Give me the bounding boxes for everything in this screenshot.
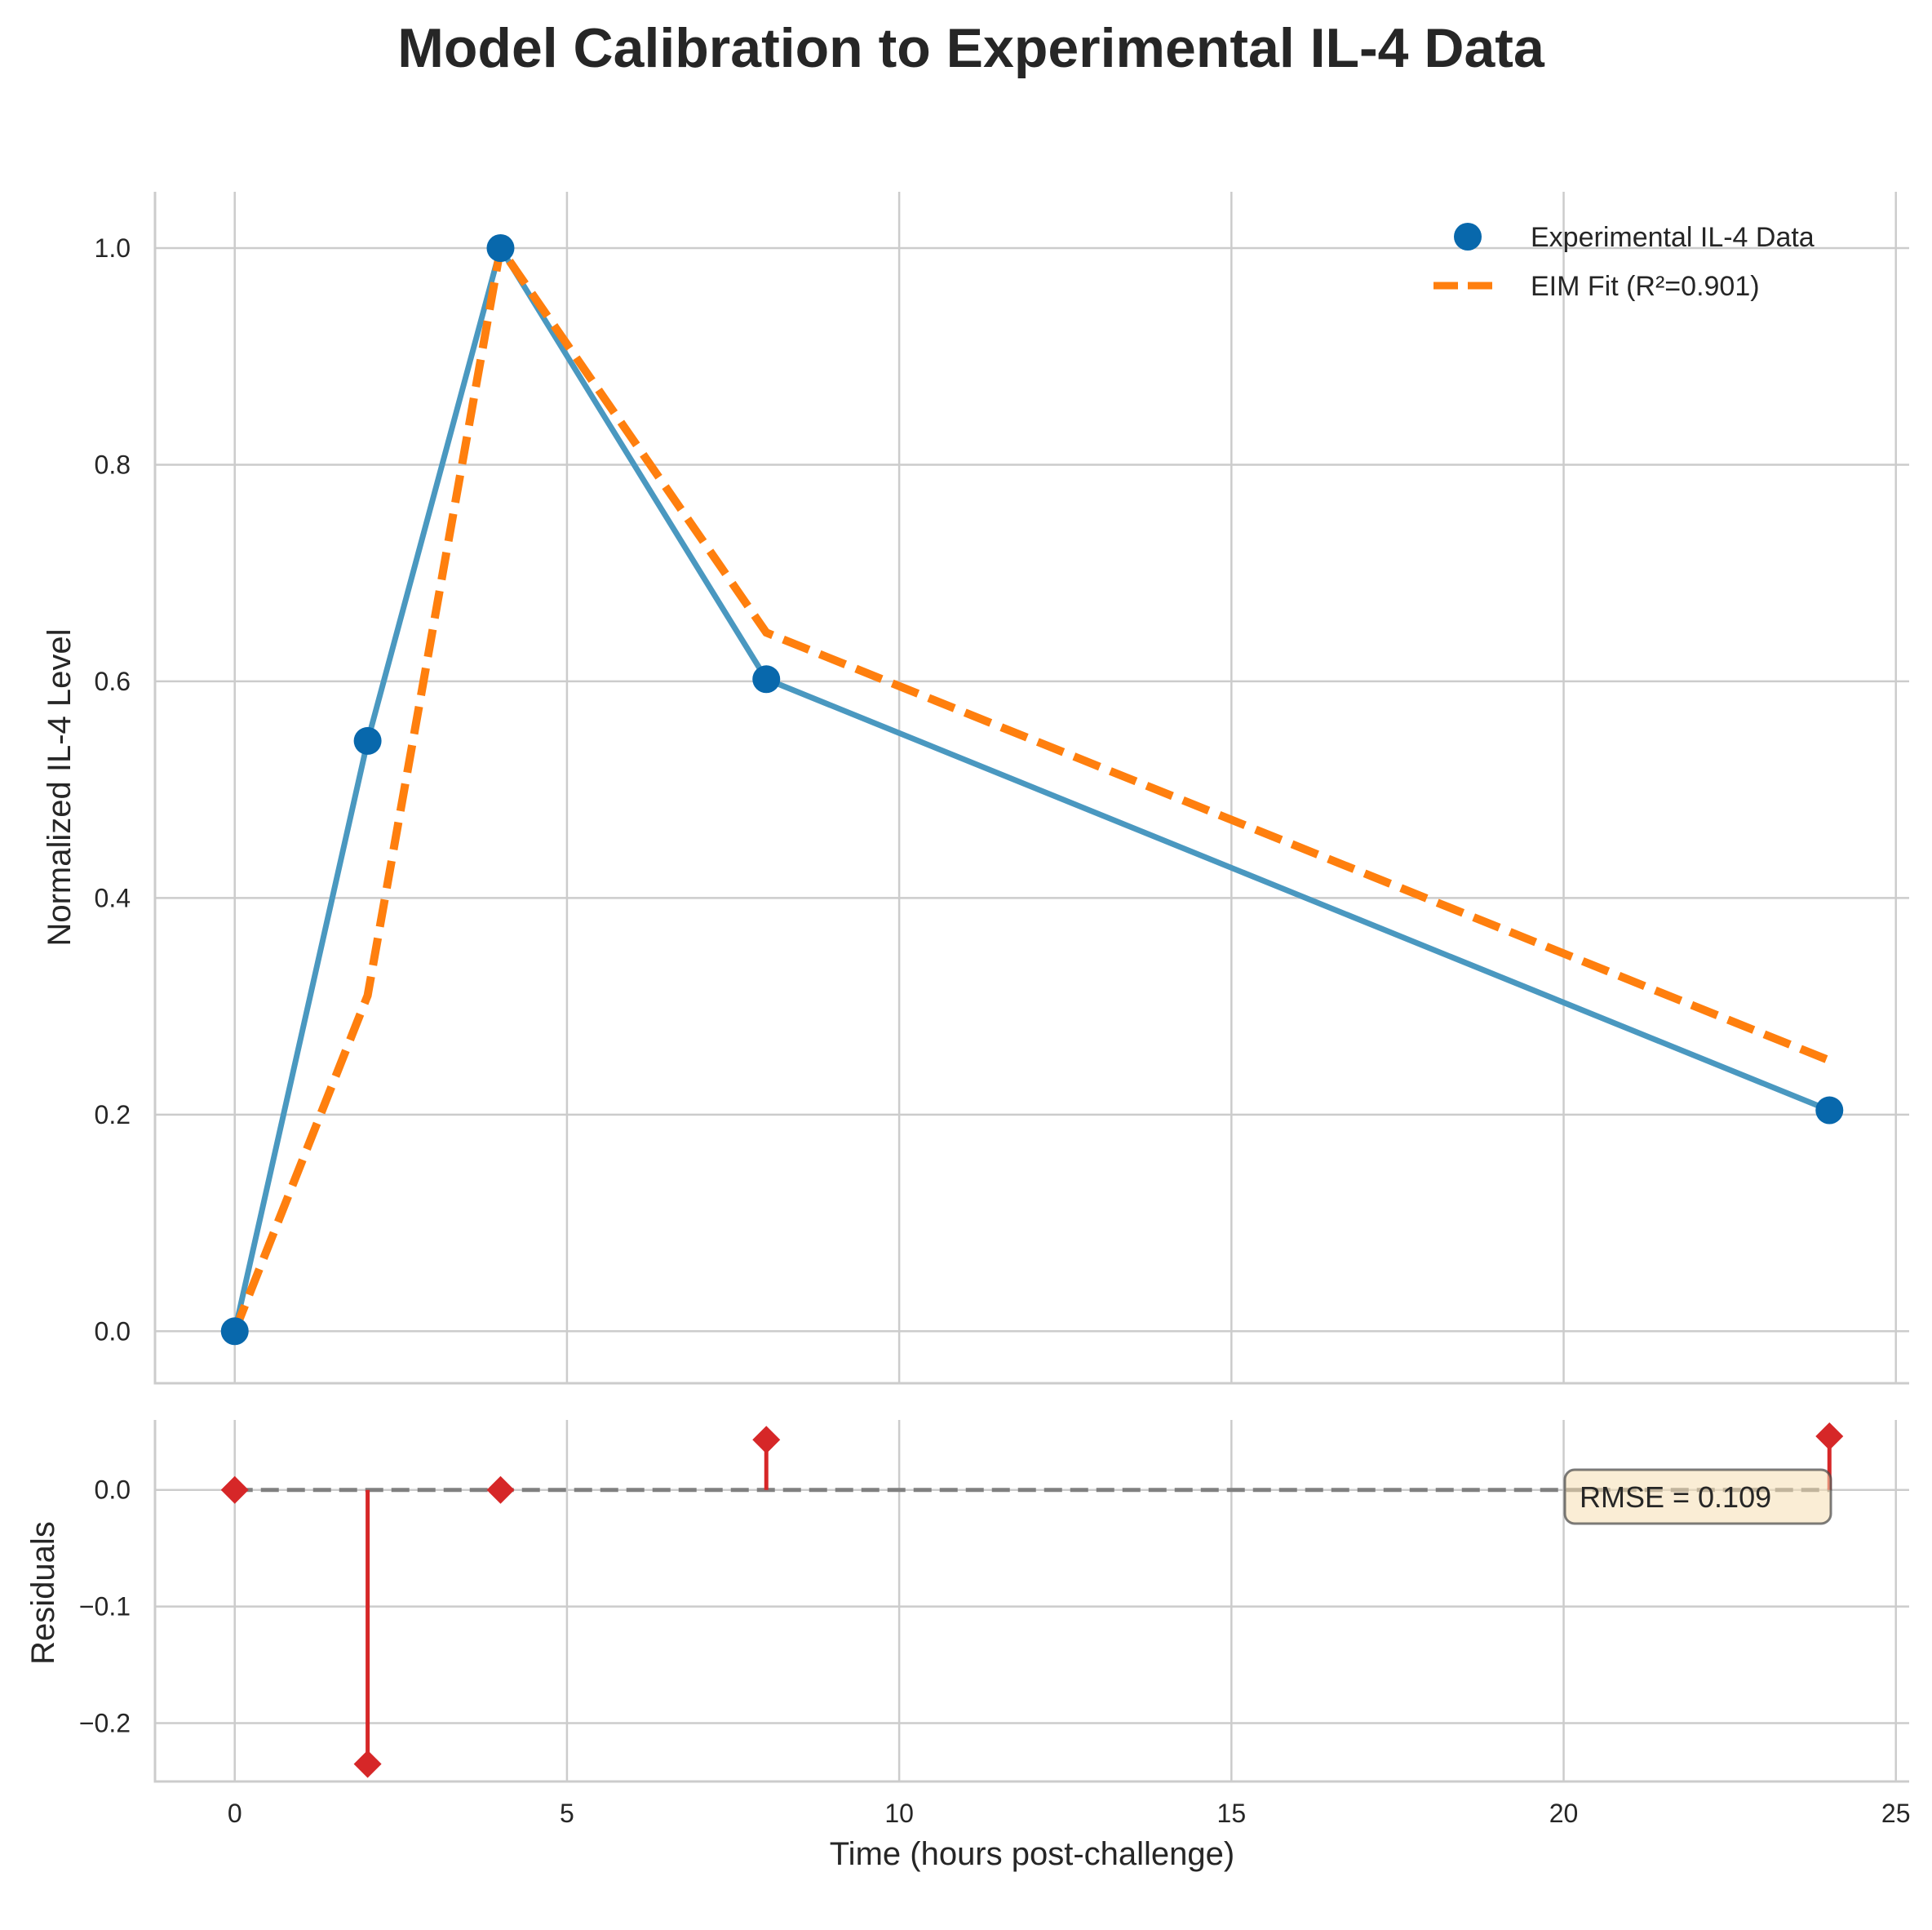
main-axes-spine xyxy=(153,192,1909,1385)
residuals-series xyxy=(220,1422,1844,1778)
rmse-annotation: RMSE = 0.109 xyxy=(1563,1468,1832,1525)
main-panel: 0.0 0.2 0.4 0.6 0.8 1.0 Normalized IL-4 Level… xyxy=(42,192,1909,1385)
legend-label-data: Experimental IL-4 Data xyxy=(1531,222,1815,253)
data-point xyxy=(1815,1096,1844,1125)
residuals-panel: −0.2 −0.1 0.0 0 5 10 15 20 25 Residuals Time (h… xyxy=(25,1420,1911,1872)
x-tick-label: 15 xyxy=(1217,1799,1247,1828)
rmse-label: RMSE = 0.109 xyxy=(1580,1480,1771,1514)
main-grid xyxy=(155,192,1909,1383)
residuals-y-tick-label: −0.1 xyxy=(79,1592,131,1622)
x-tick-label: 0 xyxy=(228,1799,242,1828)
x-axis-label: Time (hours post-challenge) xyxy=(830,1836,1235,1872)
x-tick-label: 20 xyxy=(1549,1799,1579,1828)
residual-marker xyxy=(1815,1422,1844,1451)
residuals-axes-spine xyxy=(153,1420,1909,1783)
main-y-ticks: 0.0 0.2 0.4 0.6 0.8 1.0 xyxy=(95,233,131,1346)
residual-marker xyxy=(486,1475,515,1504)
residuals-y-tick-label: −0.2 xyxy=(79,1709,131,1738)
legend: Experimental IL-4 Data EIM Fit (R²=0.901… xyxy=(1433,222,1815,302)
residuals-y-axis-label: Residuals xyxy=(25,1521,61,1665)
chart-title: Model Calibration to Experimental IL-4 D… xyxy=(397,17,1545,79)
data-point xyxy=(220,1317,249,1346)
data-point xyxy=(486,234,515,263)
residual-marker xyxy=(353,1750,382,1778)
legend-label-fit: EIM Fit (R²=0.901) xyxy=(1531,271,1760,302)
residuals-y-ticks: −0.2 −0.1 0.0 xyxy=(79,1475,131,1738)
data-point xyxy=(752,665,781,694)
x-tick-label: 10 xyxy=(884,1799,914,1828)
main-y-tick-label: 0.6 xyxy=(95,667,131,696)
x-tick-label: 25 xyxy=(1881,1799,1911,1828)
residuals-y-tick-label: 0.0 xyxy=(95,1475,131,1505)
residual-marker xyxy=(752,1426,781,1454)
main-y-tick-label: 0.4 xyxy=(95,883,131,912)
residual-marker xyxy=(220,1475,249,1504)
main-y-tick-label: 0.2 xyxy=(95,1100,131,1129)
rmse-box-background xyxy=(1563,1468,1832,1525)
main-y-tick-label: 1.0 xyxy=(95,233,131,263)
main-y-tick-label: 0.0 xyxy=(95,1316,131,1346)
main-y-tick-label: 0.8 xyxy=(95,450,131,479)
main-y-axis-label: Normalized IL-4 Level xyxy=(42,628,78,946)
data-point xyxy=(353,726,382,755)
legend-marker-data xyxy=(1454,223,1482,251)
main-series xyxy=(220,234,1844,1346)
residuals-x-ticks: 0 5 10 15 20 25 xyxy=(228,1799,1911,1828)
x-tick-label: 5 xyxy=(560,1799,574,1828)
